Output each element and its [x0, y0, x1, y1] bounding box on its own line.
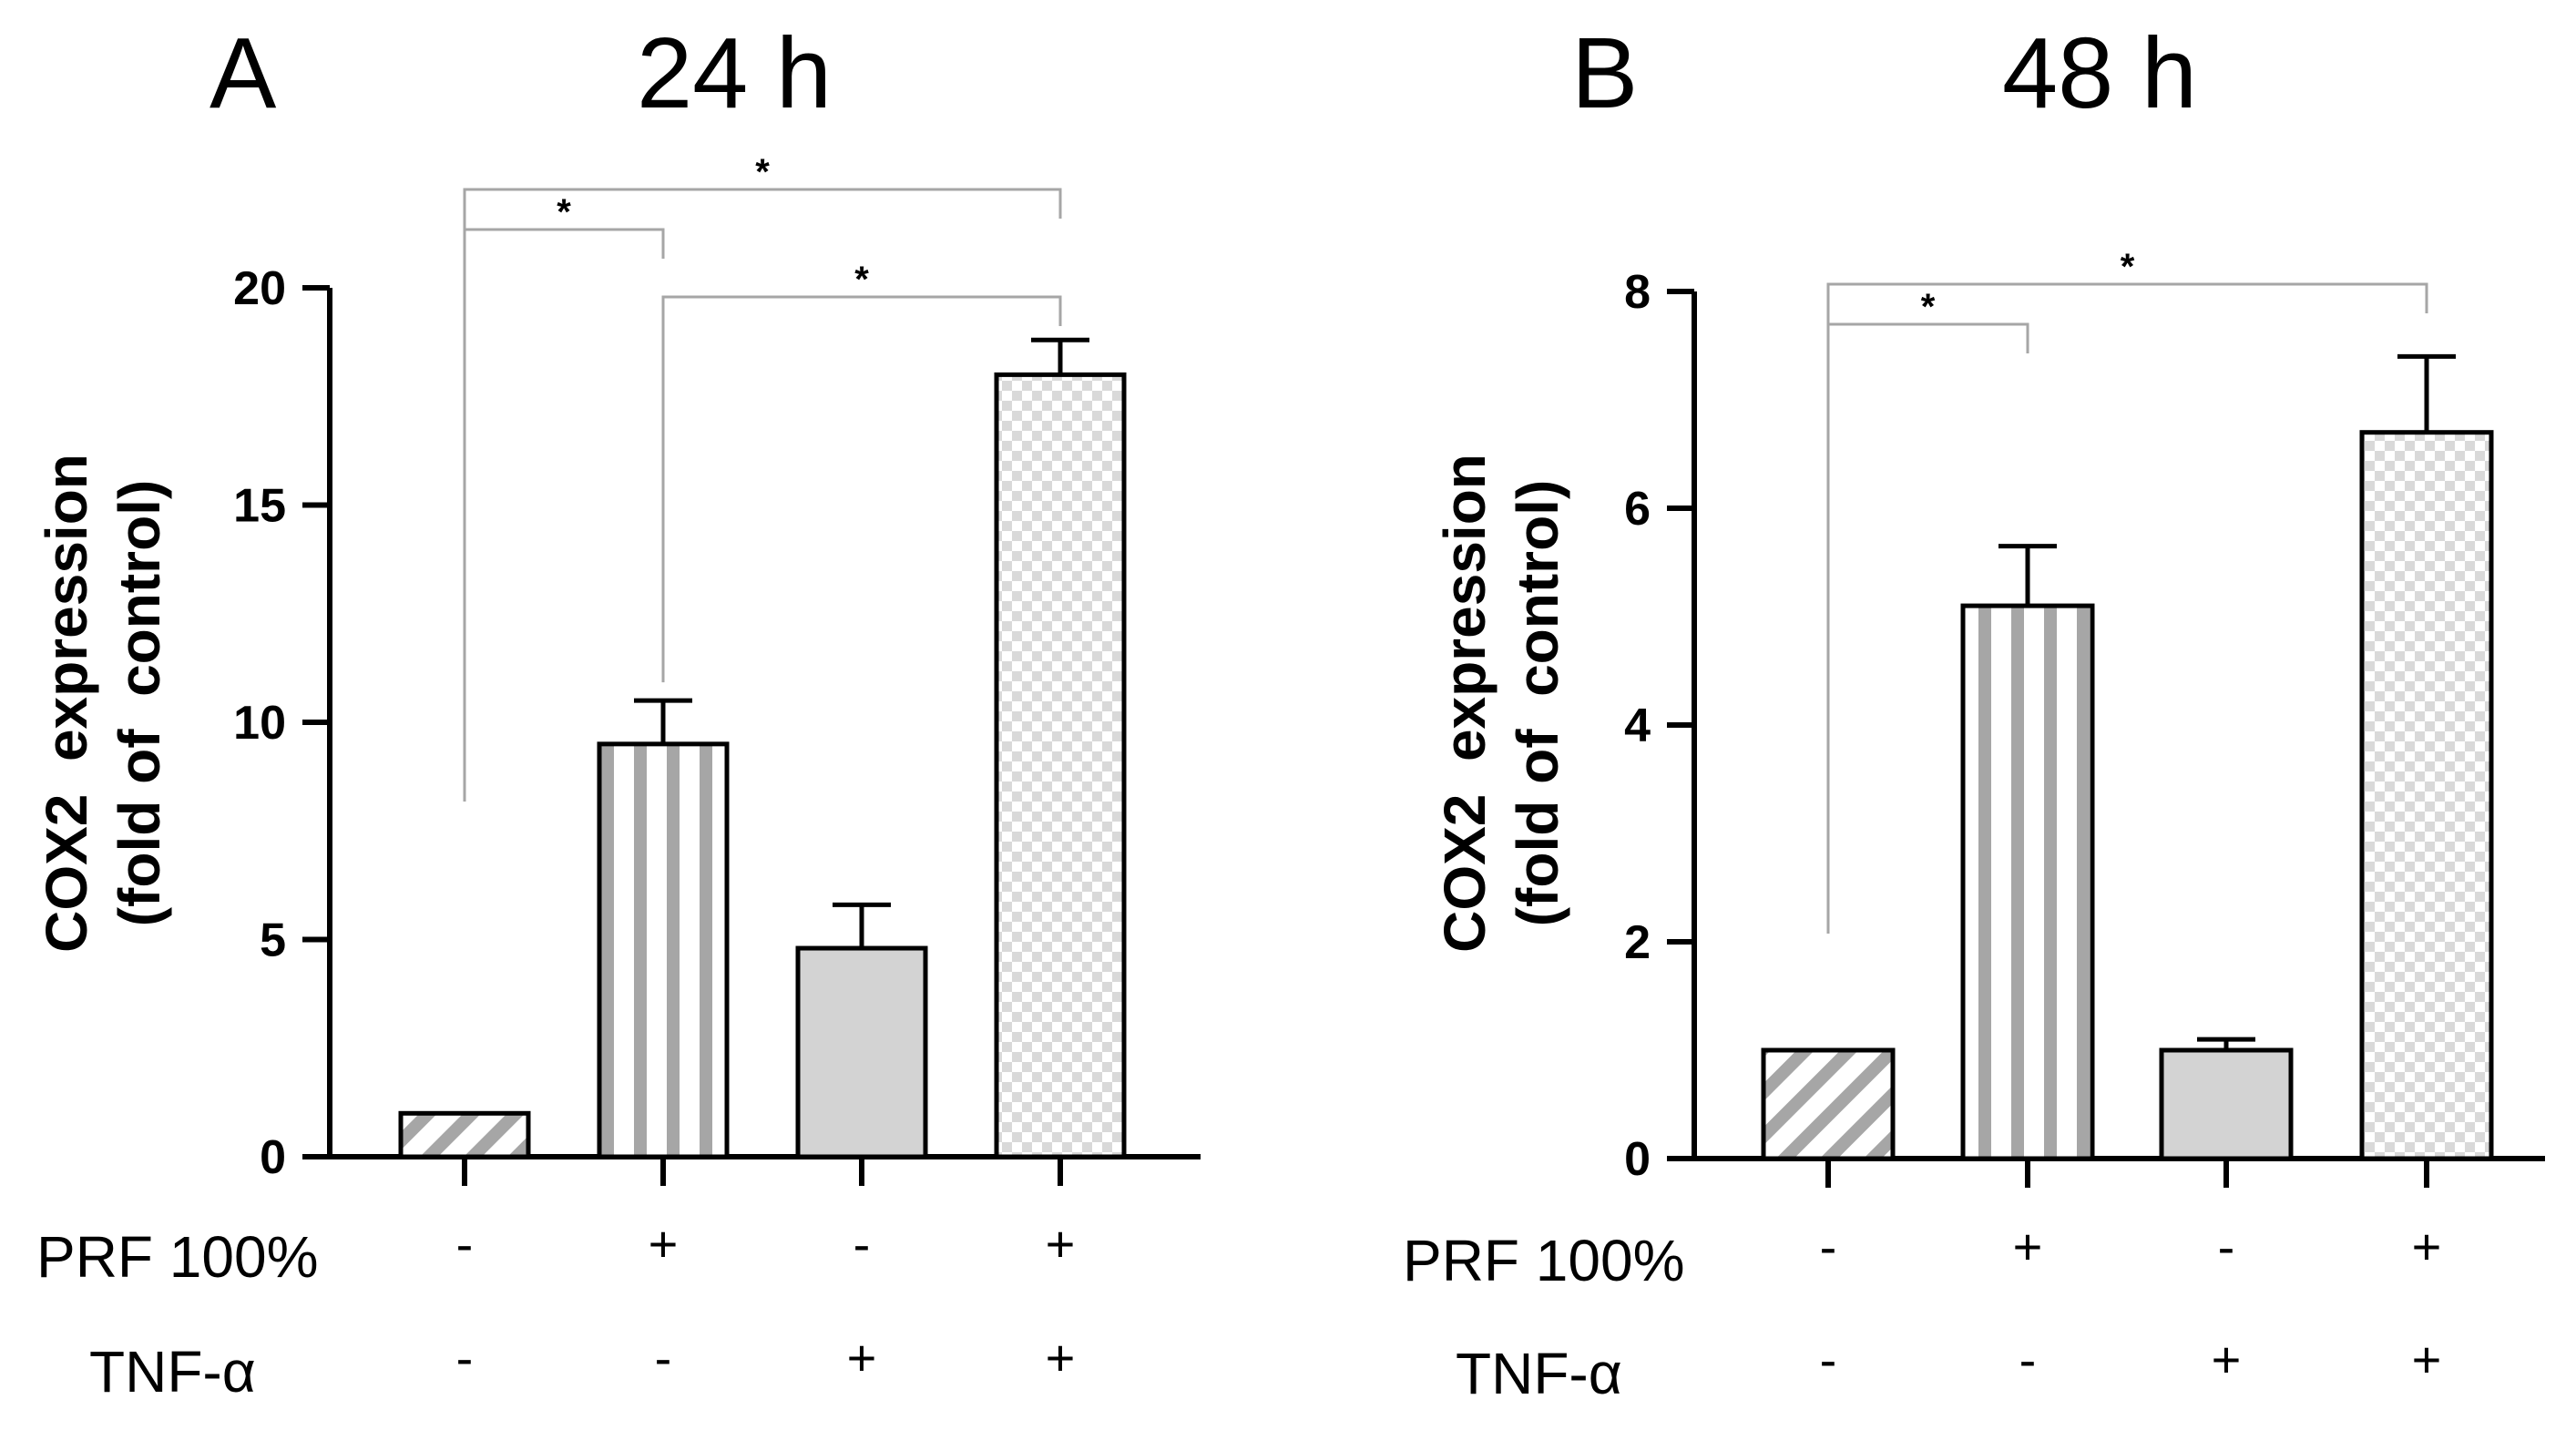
panel-a-ytick-label-4: 20 [233, 262, 286, 315]
panel-a-row-label-tnf: TNF-α [89, 1339, 256, 1404]
panel-a-ytick-label-3: 15 [233, 480, 286, 533]
panel-a-title: 24 h [637, 17, 832, 129]
panel-b-y-axis-label: COX2 expression (fold of control) [1432, 454, 1570, 953]
panel-a-significance-star-0: * [557, 192, 571, 232]
panel-b-significance: ** [1826, 247, 2428, 934]
panel-a-ylabel-line2: (fold of control) [107, 480, 172, 927]
panel-a-bar-2 [795, 945, 928, 1159]
panel-a-ytick-label-1: 5 [260, 914, 286, 967]
panel-a-significance-bracket-1 [661, 295, 1062, 683]
panel-b-condition-sign-r0-c3: + [2412, 1218, 2442, 1275]
panel-a-significance-bracket-2 [463, 188, 1062, 802]
panel-a-condition-sign-r0-c2: - [854, 1215, 871, 1272]
panel-b-bar-1 [1960, 603, 2095, 1161]
panel-b-bar-2 [2159, 1047, 2294, 1161]
panel-a-significance-star-2: * [755, 152, 770, 192]
panel-a-bar-3 [994, 372, 1127, 1159]
panel-b-condition-sign-r1-c3: + [2412, 1331, 2442, 1388]
panel-a-ylabel-line1: COX2 expression [34, 454, 99, 953]
panel-a: A 24 h COX2 expression (fold of control)… [34, 17, 1201, 1404]
panel-a-condition-sign-r1-c1: - [655, 1329, 672, 1386]
panel-b-bar-3 [2359, 430, 2494, 1161]
panel-a-condition-sign-r1-c2: + [847, 1329, 877, 1386]
panel-a-ytick-label-2: 10 [233, 697, 286, 750]
panel-b-significance-star-1: * [2121, 247, 2135, 287]
panel-a-y-ticks: 0 5 10 15 20 [233, 262, 330, 1184]
panel-b-ytick-label-3: 6 [1624, 483, 1651, 536]
panel-b-row-label-tnf: TNF-α [1456, 1341, 1622, 1406]
panel-a-row-label-prf: PRF 100% [36, 1224, 318, 1290]
panel-a-bar-0 [398, 1110, 531, 1159]
panel-b-y-ticks: 0 2 4 6 8 [1624, 266, 1694, 1186]
panel-a-ytick-label-0: 0 [260, 1131, 286, 1184]
panel-b-condition-sign-r0-c1: + [2013, 1218, 2043, 1275]
panel-a-letter: A [210, 17, 277, 129]
panel-b-ylabel-line1: COX2 expression [1432, 454, 1498, 953]
panel-a-condition-sign-r0-c1: + [649, 1215, 679, 1272]
panel-b-condition-sign-r1-c2: + [2212, 1331, 2242, 1388]
panel-b-ytick-label-1: 2 [1624, 916, 1651, 969]
panel-a-significance-star-1: * [854, 260, 869, 300]
panel-a-condition-sign-r1-c0: - [456, 1329, 474, 1386]
panel-a-bars [398, 337, 1127, 1186]
panel-a-significance: * * * [463, 152, 1062, 802]
panel-b-ytick-label-0: 0 [1624, 1133, 1651, 1186]
panel-a-bar-1 [597, 741, 730, 1159]
panel-a-significance-bracket-0 [463, 228, 665, 802]
panel-b-letter: B [1571, 17, 1638, 129]
panel-b-bars [1761, 353, 2494, 1188]
panel-a-y-axis-label: COX2 expression (fold of control) [34, 454, 172, 953]
panel-b-condition-sign-r1-c1: - [2019, 1331, 2037, 1388]
panel-b-condition-sign-r0-c2: - [2218, 1218, 2235, 1275]
panel-b-condition-sign-r0-c0: - [1820, 1218, 1837, 1275]
panel-a-condition-sign-r0-c0: - [456, 1215, 474, 1272]
panel-b-title: 48 h [2002, 17, 2197, 129]
panel-b: B 48 h COX2 expression (fold of control)… [1403, 17, 2545, 1406]
panel-b-significance-star-0: * [1921, 287, 1936, 327]
panel-b-ytick-label-2: 4 [1624, 700, 1651, 752]
panel-a-condition-sign-r1-c3: + [1046, 1329, 1076, 1386]
panel-b-condition-sign-r1-c0: - [1820, 1331, 1837, 1388]
panel-b-bar-0 [1761, 1047, 1896, 1161]
panel-a-condition-sign-r0-c3: + [1046, 1215, 1076, 1272]
panel-b-significance-bracket-1 [1826, 282, 2428, 934]
panel-b-row-label-prf: PRF 100% [1403, 1228, 1684, 1293]
panel-b-ytick-label-4: 8 [1624, 266, 1651, 319]
panel-b-condition-signs: - + - + - - + + [1820, 1218, 2442, 1388]
panel-b-ylabel-line2: (fold of control) [1505, 480, 1570, 927]
panel-a-condition-signs: - + - + - - + + [456, 1215, 1076, 1386]
